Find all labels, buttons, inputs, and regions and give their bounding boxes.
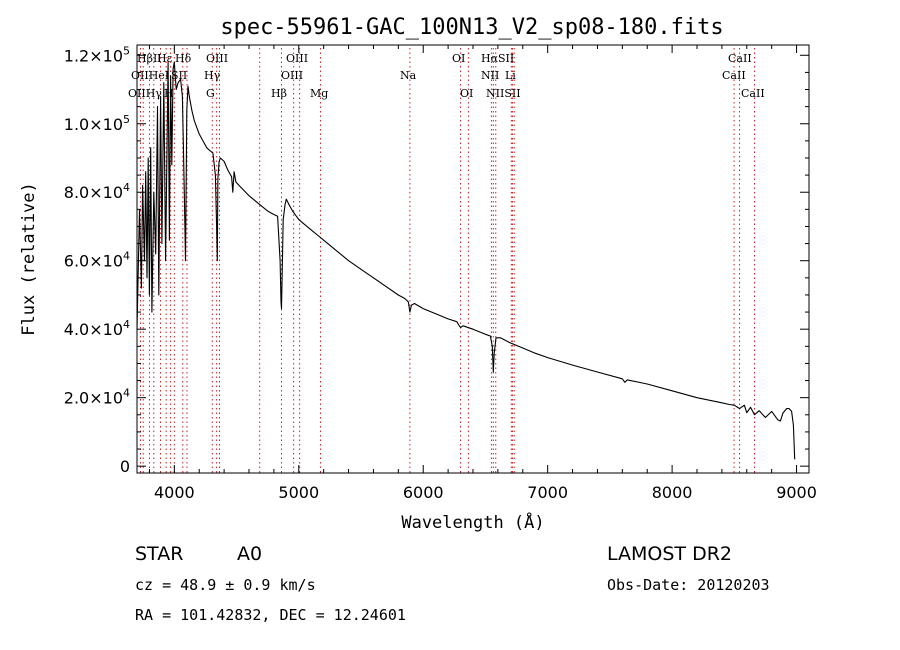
y-tick-label: 1.2×105 [64,44,130,65]
spectral-line-label: NIISII [486,87,521,100]
x-tick-label: 6000 [403,483,444,502]
spectral-line-label: Hβ [271,87,287,100]
y-tick-labels: 0 2.0×104 4.0×104 6.0×104 8.0×104 1.0×105 1.2×… [64,44,130,476]
x-tick-label: 5000 [278,483,319,502]
coordinates-readout: RA = 101.42832, DEC = 12.24601 [135,606,406,624]
x-tick-label: 4000 [154,483,195,502]
spectral-line-label: NII [481,69,499,82]
object-class: STAR [135,543,183,565]
spectral-line-label: Li [505,69,516,82]
data-release: LAMOST DR2 [607,543,732,565]
spectral-line-label: Na [400,69,417,82]
axis-ticks [137,45,809,473]
spectral-line-label: CaII [741,87,765,100]
x-tick-label: 7000 [527,483,568,502]
plot-frame [136,44,810,474]
x-tick-label: 8000 [652,483,693,502]
spectral-line-label: OIII [286,52,308,65]
y-tick-label: 4.0×104 [64,318,130,339]
spectral-line-label: Mg [310,87,328,100]
spectral-line-label: OI [452,52,465,65]
spectral-line-label: OIII [281,69,303,82]
x-axis-label: Wavelength (Å) [401,511,544,533]
chart-title: spec-55961-GAC_100N13_V2_sp08-180.fits [220,15,723,40]
y-tick-label: 1.0×105 [64,113,130,134]
spectral-line-label: G [206,87,215,100]
y-tick-label: 6.0×104 [64,250,130,271]
spectral-line-label: Hδ [175,52,192,65]
spectral-line-label: HαSII [481,52,514,65]
spectral-line-label: CaII [728,52,752,65]
y-axis-label: Flux (relative) [19,182,39,336]
spectral-line-label: OIII [206,52,228,65]
spectral-line-label: OI [460,87,473,100]
y-tick-label: 2.0×104 [64,387,130,408]
spectral-line-label: Hγ [204,69,221,82]
x-tick-labels: 4000 5000 6000 7000 8000 9000 [154,483,817,502]
y-tick-label: 8.0×104 [64,181,130,202]
spectrum-line [136,61,796,460]
object-subclass: A0 [237,543,262,565]
spectral-line-label: Hε [157,52,173,65]
x-tick-label: 9000 [776,483,817,502]
redshift-readout: cz = 48.9 ± 0.9 km/s [135,576,316,594]
spectral-line-markers [139,48,755,473]
spectral-line-label: CaII [722,69,746,82]
y-tick-label: 0 [120,457,130,476]
spectral-line-label: OIIHγ [128,87,162,100]
obs-date: Obs-Date: 20120203 [607,576,770,594]
